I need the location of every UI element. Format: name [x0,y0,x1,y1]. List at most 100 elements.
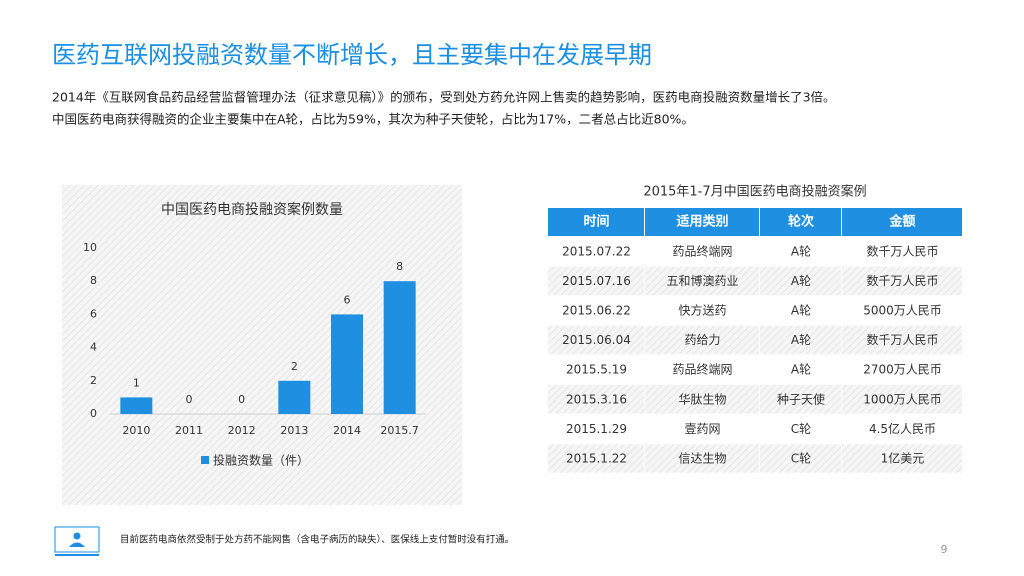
header-cell [842,208,962,236]
cell-text: 2015.06.04 [562,333,631,347]
chart-title: 中国医药电商投融资案例数量 [161,201,343,218]
page-number: 9 [941,543,948,556]
table-cell [645,237,759,266]
y-tick-label: 10 [83,241,97,254]
header-text: 时间 [583,214,609,230]
value-label: 1 [133,376,140,389]
table-cell [842,237,962,266]
cell-text: 种子天使 [777,391,825,406]
table-cell [645,296,759,325]
cell-text: 五和博澳药业 [666,273,738,288]
cell-text: 数千万人民币 [866,273,938,288]
table-cell [842,414,962,444]
table-cell [645,385,759,414]
table-cell [760,414,841,444]
table-cell [548,266,644,296]
table-cell [645,266,759,296]
x-tick-label: 2015.7 [380,424,419,437]
note-icon [69,542,85,547]
value-label: 0 [186,393,193,406]
slide-title: 医药互联网投融资数量不断增长，且主要集中在发展早期 [52,41,652,69]
cell-text: 5000万人民币 [863,304,942,318]
table-cell [842,266,962,296]
cell-text: 1亿美元 [881,451,925,466]
cell-text: 药给力 [684,333,720,347]
y-tick-label: 4 [90,341,97,354]
cell-text: 2015.07.22 [562,244,631,258]
table-cell [760,325,841,355]
value-label: 2 [291,360,298,373]
cell-text: 信达生物 [678,452,726,466]
table-cell [548,237,644,266]
table-cell [548,296,644,325]
cell-text: 壹药网 [684,422,720,436]
table-cell [842,444,962,473]
table-cell [760,385,841,414]
header-text: 轮次 [788,214,814,230]
cell-text: 快方送药 [678,303,726,318]
legend-swatch [201,456,209,464]
table-cell [548,325,644,355]
header-cell [645,208,759,236]
table-cell [842,296,962,325]
table-cell [645,325,759,355]
note-icon [73,532,81,540]
table-cell [645,355,759,384]
x-tick-label: 2012 [228,424,256,437]
cell-text: 数千万人民币 [866,243,938,258]
table-cell [645,414,759,444]
table-cell [548,355,644,384]
y-tick-label: 6 [90,307,97,320]
x-tick-label: 2014 [333,424,361,437]
cell-text: 4.5亿人民币 [869,421,936,436]
table-cell [842,355,962,384]
table-cell [548,444,644,473]
cell-text: 2015.5.19 [566,363,627,377]
table-cell [760,237,841,266]
table-cell [842,385,962,414]
cell-text: A轮 [791,363,811,377]
bar [120,397,153,414]
table-cell [760,296,841,325]
paragraph: 2014年《互联网食品药品经营监督管理办法（征求意见稿）》的颁布，受到处方药允许… [52,90,836,105]
cell-text: 1000万人民币 [863,392,942,406]
cell-text: 数千万人民币 [866,332,938,347]
table-cell [760,444,841,473]
legend-label: 投融资数量（件） [213,453,309,468]
bar [383,281,416,414]
table-cell [548,414,644,444]
bar [331,314,363,414]
cell-text: 2700万人民币 [863,363,942,377]
bar [278,380,311,414]
cell-text: 药品终端网 [672,362,732,377]
cell-text: 2015.1.29 [566,422,627,436]
footnote: 目前医药电商依然受制于处方药不能网售（含电子病历的缺失）、医保线上支付暂时没有打… [120,534,514,546]
cell-text: A轮 [791,304,811,318]
header-text: 适用类别 [676,214,728,230]
header-cell [760,208,841,236]
table-cell [760,355,841,384]
x-tick-label: 2011 [175,424,203,437]
header-text: 金额 [888,214,915,230]
cell-text: A轮 [791,244,811,258]
table-cell [760,266,841,296]
table-title: 2015年1-7月中国医药电商投融资案例 [643,184,866,200]
table-cell [548,385,644,414]
cell-text: 2015.3.16 [566,392,627,406]
cell-text: 2015.06.22 [562,304,631,318]
paragraph: 中国医药电商获得融资的企业主要集中在A轮，占比为59%，其次为种子天使轮，占比为… [52,112,694,127]
cell-text: C轮 [791,452,811,466]
header-cell [548,208,644,236]
y-tick-label: 0 [90,407,97,420]
x-tick-label: 2013 [280,424,308,437]
x-tick-label: 2010 [122,424,150,437]
y-tick-label: 8 [90,274,97,287]
value-label: 8 [396,260,403,273]
cell-text: A轮 [791,333,811,347]
value-label: 6 [344,293,351,306]
value-label: 0 [238,393,245,406]
cell-text: A轮 [791,274,811,288]
cell-text: 华肽生物 [678,391,726,406]
